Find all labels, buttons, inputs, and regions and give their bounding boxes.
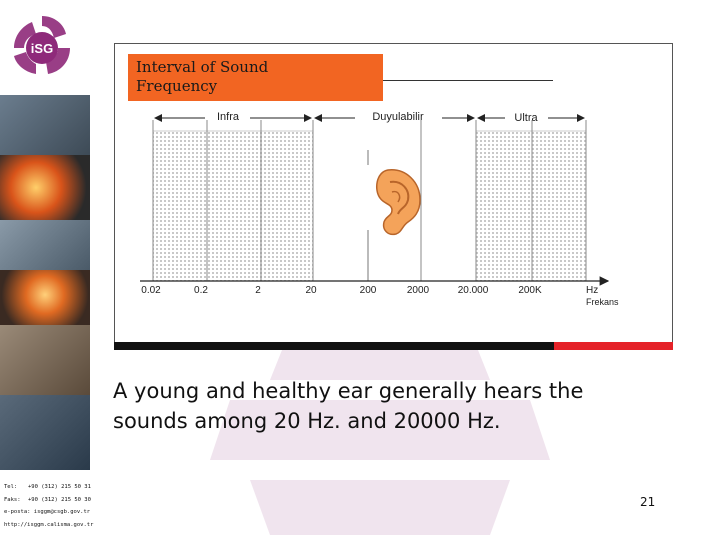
logo-text: iSG: [31, 41, 53, 56]
sidebar: iSG Tel: +90 (312) 215 50 31 Faks: +90 (31…: [0, 0, 93, 540]
ultra-band-2: [531, 130, 587, 282]
divider-bar-black: [114, 342, 554, 350]
axis-unit-label: Hz: [586, 285, 598, 296]
infra-band-1: [152, 130, 208, 282]
contact-info: Tel: +90 (312) 215 50 31 Faks: +90 (312) 2…: [4, 481, 93, 531]
title-underline: [383, 80, 553, 81]
tick-label: 0.02: [141, 285, 161, 296]
tick-label: 200K: [518, 285, 542, 296]
furnace-photo: [0, 270, 90, 325]
tel-value: +90 (312) 215 50 31: [28, 484, 91, 490]
caption-line-2: sounds among 20 Hz. and 20000 Hz.: [113, 409, 501, 433]
divider-bar-red: [554, 342, 673, 350]
tick-label: 0.2: [194, 285, 208, 296]
tick-label: 2: [255, 285, 261, 296]
page-number: 21: [640, 495, 656, 509]
slide-title: Interval of Sound Frequency: [128, 54, 383, 101]
tick-label: 200: [360, 285, 377, 296]
watermark-logo-icon: [210, 330, 550, 535]
range-label-ultra: Ultra: [514, 112, 538, 124]
fax-label: Faks:: [4, 496, 21, 503]
worker-photo: [0, 220, 90, 270]
axis-name-label: Frekans: [586, 297, 619, 307]
title-line-1: Interval of Sound: [136, 58, 269, 76]
photo-collage: [0, 95, 90, 470]
range-label-infra: Infra: [217, 111, 240, 123]
title-line-2: Frequency: [136, 77, 218, 95]
caption-line-1: A young and healthy ear generally hears …: [113, 379, 584, 403]
slide-caption: A young and healthy ear generally hears …: [113, 376, 693, 436]
infra-band-3: [260, 130, 314, 282]
tel-label: Tel:: [4, 484, 18, 490]
worker-photo: [0, 395, 90, 470]
tick-label: 20: [305, 285, 317, 296]
range-label-audible: Duyulabilir: [372, 111, 424, 123]
infra-band-2: [206, 130, 262, 282]
isg-logo-icon: iSG: [14, 16, 70, 74]
email-text[interactable]: e-posta: isggm@csgb.gov.tr: [4, 509, 91, 515]
welding-photo: [0, 155, 90, 220]
worker-photo: [0, 325, 90, 395]
web-link[interactable]: http://isggm.calisma.gov.tr: [4, 521, 94, 528]
ultra-band-1: [475, 130, 533, 282]
ear-icon: [375, 169, 421, 236]
worker-photo: [0, 95, 90, 155]
fax-value: +90 (312) 215 50 30: [28, 496, 91, 503]
tick-label: 20.000: [458, 285, 489, 296]
tick-label: 2000: [407, 285, 430, 296]
